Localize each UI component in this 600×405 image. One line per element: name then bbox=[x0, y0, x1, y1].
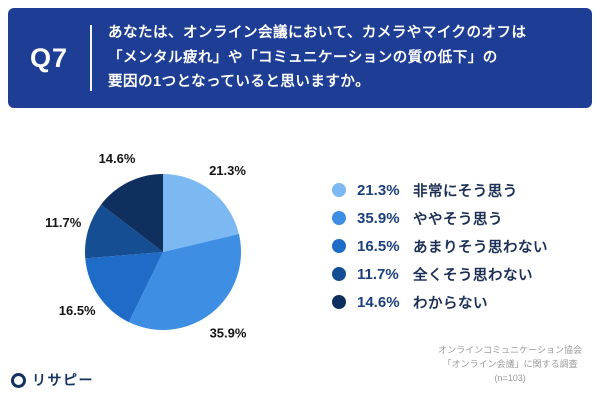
source-line-3: (n=103) bbox=[494, 373, 526, 384]
legend-item-2: 16.5% あまりそう思わない bbox=[332, 232, 548, 260]
pie-value-label-0: 21.3% bbox=[209, 163, 246, 178]
pie-value-label-4: 14.6% bbox=[99, 151, 136, 166]
source-line-2: 「オンライン会議」に関する調査 bbox=[442, 359, 578, 370]
legend-percentage: 11.7% bbox=[357, 265, 399, 283]
legend-color-dot bbox=[332, 239, 346, 253]
pie-slice-4 bbox=[101, 174, 163, 252]
pie-value-label-3: 11.7% bbox=[45, 215, 82, 230]
legend: 21.3% 非常にそう思う 35.9% ややそう思う 16.5% あまりそう思わない 11.… bbox=[332, 176, 548, 316]
legend-category-label: わからない bbox=[413, 295, 488, 312]
logo-text: リサピー bbox=[32, 372, 94, 388]
legend-color-dot bbox=[332, 183, 346, 197]
legend-percentage: 14.6% bbox=[357, 293, 400, 311]
pie-slice-0 bbox=[163, 174, 239, 252]
chart-area: 21.3% 35.9% 16.5% 11.7% 14.6% bbox=[0, 112, 330, 400]
question-line-1: あなたは、オンライン会議において、カメラやマイクのオフは bbox=[108, 24, 527, 41]
question-number: Q7 bbox=[29, 42, 69, 73]
legend-item-4: 14.6% わからない bbox=[332, 288, 548, 316]
source-line-1: オンラインコミュニケーション協会 bbox=[438, 345, 582, 356]
legend-item-0: 21.3% 非常にそう思う bbox=[332, 176, 548, 204]
legend-percentage: 35.9% bbox=[357, 209, 400, 227]
header-bar: Q7 あなたは、オンライン会議において、カメラやマイクのオフは 「メンタル疲れ」… bbox=[8, 8, 592, 108]
legend-percentage: 16.5% bbox=[357, 237, 400, 255]
legend-percentage: 21.3% bbox=[357, 181, 400, 199]
question-line-2: 「メンタル疲れ」や「コミュニケーションの質の低下」の bbox=[108, 49, 498, 66]
question-text: あなたは、オンライン会議において、カメラやマイクのオフは 「メンタル疲れ」や「コ… bbox=[92, 21, 539, 96]
pie-value-label-2: 16.5% bbox=[59, 303, 96, 318]
pie-slice-3 bbox=[85, 204, 163, 259]
legend-color-dot bbox=[332, 295, 346, 309]
legend-color-dot bbox=[332, 211, 346, 225]
legend-color-dot bbox=[332, 267, 346, 281]
pie-value-label-1: 35.9% bbox=[210, 326, 247, 341]
legend-category-label: 非常にそう思う bbox=[413, 183, 518, 200]
pie-chart: 21.3% 35.9% 16.5% 11.7% 14.6% bbox=[45, 151, 247, 341]
risapi-logo: リサピー bbox=[10, 370, 94, 390]
pie-slice-2 bbox=[85, 252, 163, 323]
header-divider bbox=[90, 25, 92, 91]
question-line-3: 要因の1つとなっていると思いますか。 bbox=[108, 74, 371, 91]
source-note: オンラインコミュニケーション協会 「オンライン会議」に関する調査 (n=103) bbox=[438, 344, 582, 386]
pie-slice-1 bbox=[128, 234, 241, 330]
legend-category-label: 全くそう思わない bbox=[413, 267, 533, 284]
legend-item-1: 35.9% ややそう思う bbox=[332, 204, 548, 232]
legend-category-label: あまりそう思わない bbox=[413, 239, 548, 256]
legend-category-label: ややそう思う bbox=[413, 211, 503, 228]
legend-item-3: 11.7% 全くそう思わない bbox=[332, 260, 548, 288]
risapi-logo-icon bbox=[11, 372, 26, 388]
